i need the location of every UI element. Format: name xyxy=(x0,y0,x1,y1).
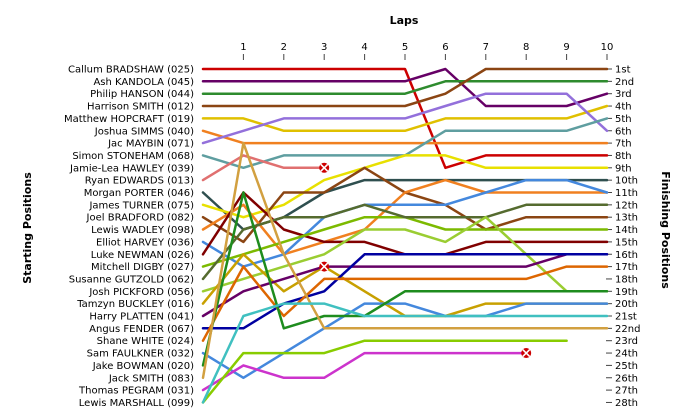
driver-line xyxy=(201,265,609,342)
starting-position-label: James TURNER (075) xyxy=(88,200,194,211)
finishing-position-label: 23rd xyxy=(615,336,638,347)
finishing-position-label: 5th xyxy=(615,114,632,125)
lap-tick-label: 3 xyxy=(321,42,327,53)
finishing-position-label: 21st xyxy=(615,312,637,323)
finishing-position-label: 19th xyxy=(615,287,638,298)
retirement-cross xyxy=(320,163,329,172)
finishing-position-label: 15th xyxy=(615,237,638,248)
starting-position-label: Lewis WADLEY (098) xyxy=(91,225,194,236)
driver-line xyxy=(201,302,609,404)
finishing-position-label: 3rd xyxy=(615,89,632,100)
finishing-position-label: 1st xyxy=(615,65,631,76)
driver-line xyxy=(201,191,609,367)
starting-position-label: Harry PLATTEN (041) xyxy=(89,312,194,323)
starting-position-label: Angus FENDER (067) xyxy=(89,324,194,335)
finishing-position-label: 11th xyxy=(615,188,638,199)
starting-position-label: Ryan EDWARDS (013) xyxy=(85,176,194,187)
starting-position-label: Joel BRADFORD (082) xyxy=(86,213,195,224)
lap-tick-label: 6 xyxy=(442,42,448,53)
finishing-position-label: 28th xyxy=(615,398,638,409)
finishing-position-label: 10th xyxy=(615,176,638,187)
finishing-position-label: 25th xyxy=(615,361,638,372)
driver-line xyxy=(201,178,609,256)
starting-position-label: Jac MAYBIN (071) xyxy=(107,139,194,150)
finishing-position-label: 7th xyxy=(615,139,632,150)
starting-position-label: Joshua SIMMS (040) xyxy=(94,126,194,137)
driver-line xyxy=(201,92,609,145)
starting-position-label: Mitchell DIGBY (027) xyxy=(91,262,194,273)
driver-line xyxy=(201,215,609,293)
lap-tick-label: 1 xyxy=(240,42,246,53)
driver-line xyxy=(201,67,609,108)
retirement-cross xyxy=(320,262,329,271)
finishing-position-label: 22nd xyxy=(615,324,640,335)
finishing-position-label: 18th xyxy=(615,274,638,285)
starting-position-label: Callum BRADSHAW (025) xyxy=(68,65,194,76)
finishing-position-label: 13th xyxy=(615,213,638,224)
driver-line xyxy=(201,129,609,145)
finishing-position-label: 17th xyxy=(615,262,638,273)
driver-line xyxy=(201,351,528,392)
finishing-position-label: 16th xyxy=(615,250,638,261)
finishing-position-label: 9th xyxy=(615,163,632,174)
starting-position-label: Jamie-Lea HAWLEY (039) xyxy=(69,163,194,174)
lap-tick-label: 8 xyxy=(523,42,529,53)
finishing-position-label: 20th xyxy=(615,299,638,310)
starting-position-label: Lewis MARSHALL (099) xyxy=(79,398,194,409)
driver-line xyxy=(201,178,609,268)
starting-position-label: Susanne GUTZOLD (062) xyxy=(69,274,194,285)
driver-line xyxy=(201,80,609,95)
driver-line xyxy=(201,67,609,108)
starting-position-label: Jack SMITH (083) xyxy=(108,373,194,384)
retirement-markers xyxy=(319,162,532,359)
starting-position-label: Josh PICKFORD (056) xyxy=(88,287,194,298)
starting-position-label: Sam FAULKNER (032) xyxy=(87,349,194,360)
driver-line xyxy=(201,154,326,182)
finishing-position-label: 24th xyxy=(615,349,638,360)
starting-position-label: Harrison SMITH (012) xyxy=(87,102,194,113)
starting-position-label: Simon STONEHAM (068) xyxy=(72,151,194,162)
driver-line xyxy=(201,67,609,170)
lap-tick-label: 7 xyxy=(483,42,489,53)
chart-title: Laps xyxy=(390,14,419,27)
finishing-position-label: 2nd xyxy=(615,77,634,88)
finishing-position-label: 12th xyxy=(615,200,638,211)
starting-position-label: Philip HANSON (044) xyxy=(90,89,194,100)
finishing-position-label: 26th xyxy=(615,373,638,384)
driver-line xyxy=(201,141,609,380)
starting-positions-axis-label: Starting Positions xyxy=(21,172,34,284)
finishing-positions-axis-label: Finishing Positions xyxy=(659,171,672,289)
lap-tick-label: 2 xyxy=(281,42,287,53)
starting-position-label: Luke NEWMAN (026) xyxy=(91,250,194,261)
starting-position-label: Morgan PORTER (046) xyxy=(84,188,194,199)
finishing-position-label: 14th xyxy=(615,225,638,236)
starting-position-label: Ash KANDOLA (045) xyxy=(93,77,194,88)
driver-line xyxy=(201,302,609,380)
starting-position-labels: Callum BRADSHAW (025)Ash KANDOLA (045)Ph… xyxy=(64,65,194,409)
starting-position-label: Matthew HOPCRAFT (019) xyxy=(64,114,194,125)
finishing-position-label: 8th xyxy=(615,151,632,162)
driver-line xyxy=(201,203,609,281)
driver-line xyxy=(201,104,609,133)
finishing-position-label: 27th xyxy=(615,386,638,397)
driver-line xyxy=(201,253,609,330)
retirement-cross xyxy=(522,348,531,358)
driver-line xyxy=(201,339,568,404)
starting-position-label: Jake BOWMAN (020) xyxy=(92,361,194,372)
lap-tick-label: 10 xyxy=(601,42,614,53)
lap-tick-label: 9 xyxy=(563,42,569,53)
starting-position-label: Thomas PEGRAM (031) xyxy=(78,386,194,397)
starting-position-label: Elliot HARVEY (036) xyxy=(96,237,194,248)
lap-tick-label: 5 xyxy=(402,42,408,53)
driver-lines xyxy=(201,67,609,404)
starting-position-label: Tamzyn BUCKLEY (016) xyxy=(76,299,194,310)
lap-tick-label: 4 xyxy=(361,42,367,53)
lap-axis: 1 2 3 4 5 6 7 8 9 10 xyxy=(240,42,613,60)
finishing-position-label: 4th xyxy=(615,102,632,113)
finishing-position-label: 6th xyxy=(615,126,632,137)
starting-position-label: Shane WHITE (024) xyxy=(97,336,194,347)
